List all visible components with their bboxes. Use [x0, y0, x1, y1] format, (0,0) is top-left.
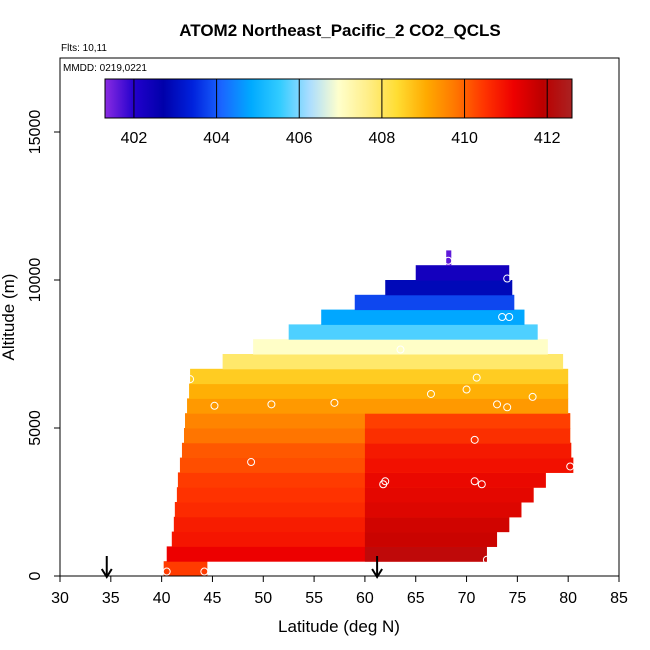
heat-layer-9-north	[364, 428, 571, 444]
sample-markers	[162, 256, 575, 576]
sample-point-23	[566, 462, 575, 471]
y-tick-label-0: 0	[27, 571, 44, 580]
sample-point-13	[470, 435, 479, 444]
colorbar-tick-label-2: 406	[286, 130, 313, 147]
colorbar: 402 404 406 408 410 412	[104, 78, 573, 147]
heat-layer-2-north	[364, 531, 498, 547]
sample-point-24	[482, 555, 491, 564]
heat-layer-16	[288, 324, 538, 340]
heat-layer-13	[190, 368, 569, 385]
sample-point-10	[426, 389, 435, 398]
colorbar-tick-label-0: 402	[121, 130, 148, 147]
colorbar-tick-label-5: 412	[534, 130, 561, 147]
heat-layer-6-north	[364, 472, 546, 488]
x-tick-label-6: 60	[356, 590, 374, 607]
heat-layer-17	[321, 309, 525, 325]
sample-point-3	[210, 401, 219, 410]
colorbar-tick-label-4: 410	[451, 130, 478, 147]
heatmap-layers	[163, 250, 574, 577]
flights-label: Flts: 10,11	[61, 43, 107, 54]
sample-point-21	[503, 274, 512, 283]
heat-layer-5-north	[364, 487, 534, 503]
sample-point-0	[162, 567, 171, 576]
heat-layer-15	[253, 339, 548, 355]
heat-layer-12	[189, 383, 569, 399]
heat-layer-18	[354, 294, 515, 311]
sample-point-12	[472, 373, 481, 382]
heat-layer-1-north	[364, 546, 487, 562]
y-tick-label-1: 5000	[27, 410, 44, 446]
chart-title: ATOM2 Northeast_Pacific_2 CO2_QCLS	[179, 21, 501, 40]
flight-arrows	[100, 556, 383, 579]
sample-point-7	[396, 345, 405, 354]
heat-layer-19	[385, 280, 513, 296]
sample-point-1	[200, 567, 209, 576]
x-tick-label-2: 40	[153, 590, 171, 607]
x-axis: 30 35 40 45 50 55 60 65 70 75 80 85	[51, 576, 628, 607]
colorbar-gradient	[105, 79, 572, 118]
heat-layer-21	[446, 250, 452, 266]
x-tick-label-4: 50	[254, 590, 272, 607]
sample-point-14	[470, 477, 479, 486]
plot-frame	[59, 57, 620, 577]
heat-layer-14	[222, 354, 564, 370]
y-axis-label: Altitude (m)	[0, 274, 18, 361]
x-tick-label-1: 35	[102, 590, 120, 607]
arrow-1	[371, 556, 383, 579]
dates-label: MMDD: 0219,0221	[63, 63, 147, 74]
x-tick-label-10: 80	[559, 590, 577, 607]
x-tick-label-9: 75	[508, 590, 526, 607]
sample-point-15	[477, 480, 486, 489]
x-tick-label-3: 45	[204, 590, 222, 607]
sample-point-9	[379, 480, 388, 489]
heat-layer-8-north	[364, 442, 572, 459]
y-tick-label-3: 15000	[27, 110, 44, 155]
sample-point-4	[247, 458, 256, 467]
colorbar-tick-label-1: 404	[203, 130, 230, 147]
sample-point-22	[444, 256, 453, 265]
x-tick-label-5: 55	[305, 590, 323, 607]
sample-point-5	[267, 400, 276, 409]
heat-layer-7-north	[364, 457, 574, 473]
sample-point-16	[493, 400, 502, 409]
colorbar-frame	[104, 78, 573, 119]
sample-point-18	[528, 392, 537, 401]
sample-point-11	[462, 385, 471, 394]
colorbar-tick-label-3: 408	[369, 130, 396, 147]
heat-layer-20	[415, 265, 510, 281]
arrow-0	[100, 556, 113, 579]
sample-point-2	[186, 375, 195, 384]
heat-layer-11	[187, 398, 569, 414]
heat-layer-4-north	[364, 502, 522, 518]
heat-layer-3-north	[364, 516, 510, 533]
x-tick-label-8: 70	[458, 590, 476, 607]
sample-point-20	[505, 313, 514, 321]
x-tick-label-0: 30	[51, 590, 69, 607]
x-tick-label-7: 65	[407, 590, 425, 607]
heat-layer-0	[163, 561, 208, 577]
x-tick-label-11: 85	[610, 590, 628, 607]
y-axis: 0 5000 10000 15000	[27, 110, 60, 580]
sample-point-6	[330, 398, 339, 407]
sample-point-17	[503, 403, 512, 412]
y-tick-label-2: 10000	[27, 258, 44, 303]
heat-layer-10-north	[364, 413, 571, 429]
x-axis-label: Latitude (deg N)	[278, 617, 400, 636]
